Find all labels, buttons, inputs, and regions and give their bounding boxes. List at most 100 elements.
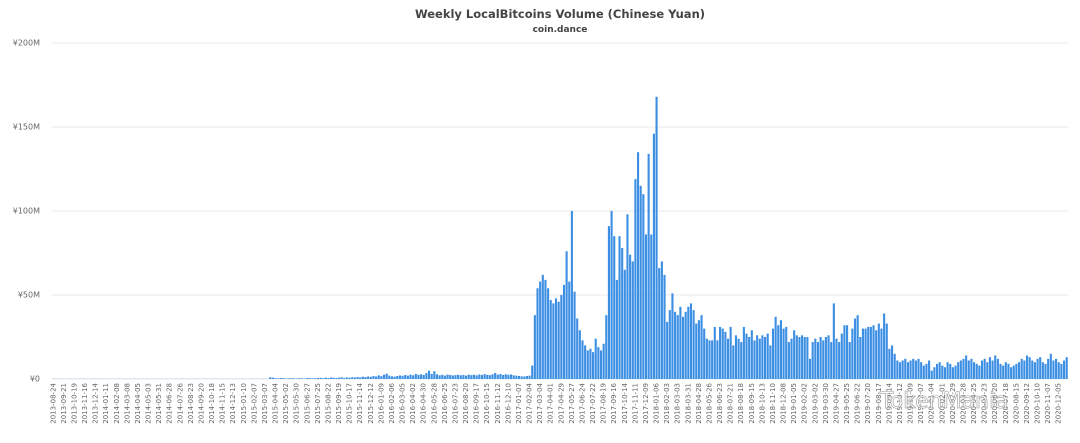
- bar: [867, 326, 870, 379]
- x-tick-label: 2016-05-28: [430, 383, 438, 424]
- bar: [557, 301, 560, 379]
- bar: [732, 345, 735, 379]
- bar: [597, 347, 600, 379]
- bar: [494, 372, 497, 379]
- x-tick-label: 2016-11-12: [494, 383, 502, 424]
- x-tick-label: 2017-06-24: [578, 382, 586, 423]
- bar: [618, 236, 621, 379]
- bar: [748, 337, 751, 379]
- x-tick-label: 2020-06-20: [991, 383, 999, 424]
- x-tick-label: 2019-03-02: [811, 383, 819, 424]
- x-tick-label: 2019-03-30: [822, 383, 830, 424]
- bar: [496, 374, 499, 379]
- bar: [872, 325, 875, 379]
- bar: [377, 375, 380, 379]
- bar: [340, 377, 343, 379]
- bar: [861, 328, 865, 379]
- bar: [1025, 355, 1029, 379]
- bar: [584, 345, 587, 379]
- bar: [925, 363, 928, 379]
- x-tick-label: 2015-10-17: [346, 383, 354, 424]
- bar: [1055, 358, 1058, 379]
- bar: [666, 321, 669, 379]
- x-tick-label: 2016-06-25: [441, 383, 449, 424]
- x-tick-label: 2015-01-10: [240, 383, 248, 424]
- x-tick-label: 2017-11-11: [631, 383, 639, 424]
- bar: [880, 328, 883, 379]
- x-tick-label: 2015-03-07: [261, 383, 269, 424]
- bar: [446, 374, 449, 379]
- x-tick-label: 2018-06-23: [716, 383, 724, 424]
- bar: [615, 279, 618, 379]
- x-tick-label: 2020-11-07: [1044, 383, 1052, 424]
- bar: [382, 374, 386, 379]
- bar: [864, 328, 867, 379]
- chart-title: Weekly LocalBitcoins Volume (Chinese Yua…: [415, 7, 705, 21]
- bar: [642, 194, 645, 379]
- x-tick-label: 2016-04-30: [420, 383, 428, 424]
- bar: [533, 315, 536, 379]
- bar: [793, 330, 796, 379]
- bar: [367, 376, 370, 379]
- bar: [491, 374, 494, 379]
- y-tick-label: ¥200M: [13, 39, 40, 48]
- bar: [988, 357, 992, 379]
- bar: [835, 338, 838, 379]
- bar: [740, 342, 743, 379]
- bar: [454, 375, 457, 379]
- bar: [750, 330, 753, 379]
- bar: [663, 274, 666, 379]
- x-tick-label: 2020-03-28: [959, 383, 967, 424]
- bar: [568, 281, 571, 379]
- bar: [668, 310, 671, 379]
- bar: [697, 320, 700, 379]
- bar: [480, 374, 484, 379]
- bar: [425, 373, 428, 379]
- y-tick-label: ¥50M: [18, 291, 40, 300]
- bar: [917, 358, 920, 379]
- bar: [869, 326, 872, 379]
- bar: [774, 316, 777, 379]
- bar: [274, 378, 277, 379]
- x-tick-label: 2015-04-04: [272, 382, 280, 423]
- bar: [703, 328, 706, 379]
- bar: [515, 375, 518, 379]
- bar: [679, 306, 682, 379]
- x-tick-label: 2017-12-09: [642, 383, 650, 424]
- bar: [385, 373, 388, 379]
- bar: [893, 353, 896, 379]
- x-tick-label: 2019-07-20: [864, 383, 872, 424]
- x-tick-label: 2013-12-14: [92, 382, 100, 423]
- bar: [912, 358, 915, 379]
- bar: [671, 293, 674, 379]
- bar: [573, 291, 576, 379]
- bar: [322, 378, 325, 379]
- bar: [298, 378, 301, 379]
- bar: [626, 214, 629, 379]
- bar: [758, 338, 761, 379]
- bar: [975, 363, 978, 379]
- bar: [965, 355, 968, 379]
- x-tick-label: 2015-09-19: [335, 383, 343, 424]
- bar: [290, 378, 293, 379]
- x-tick-label: 2016-09-17: [473, 383, 481, 424]
- bar: [951, 367, 954, 379]
- bar: [814, 338, 817, 379]
- bar: [528, 375, 531, 379]
- bar: [332, 377, 335, 379]
- y-tick-label: ¥0: [30, 375, 40, 384]
- x-tick-label: 2019-09-14: [885, 382, 893, 423]
- bar: [285, 378, 288, 379]
- bar: [943, 367, 947, 379]
- bar: [1047, 358, 1050, 379]
- x-tick-label: 2017-09-16: [610, 382, 618, 423]
- x-tick-label: 2015-08-22: [324, 383, 332, 424]
- bar: [859, 337, 862, 379]
- bar: [449, 374, 452, 379]
- bar: [904, 358, 907, 379]
- bar: [1065, 357, 1068, 379]
- bar: [539, 281, 542, 379]
- bar: [536, 288, 539, 379]
- bar: [343, 377, 346, 379]
